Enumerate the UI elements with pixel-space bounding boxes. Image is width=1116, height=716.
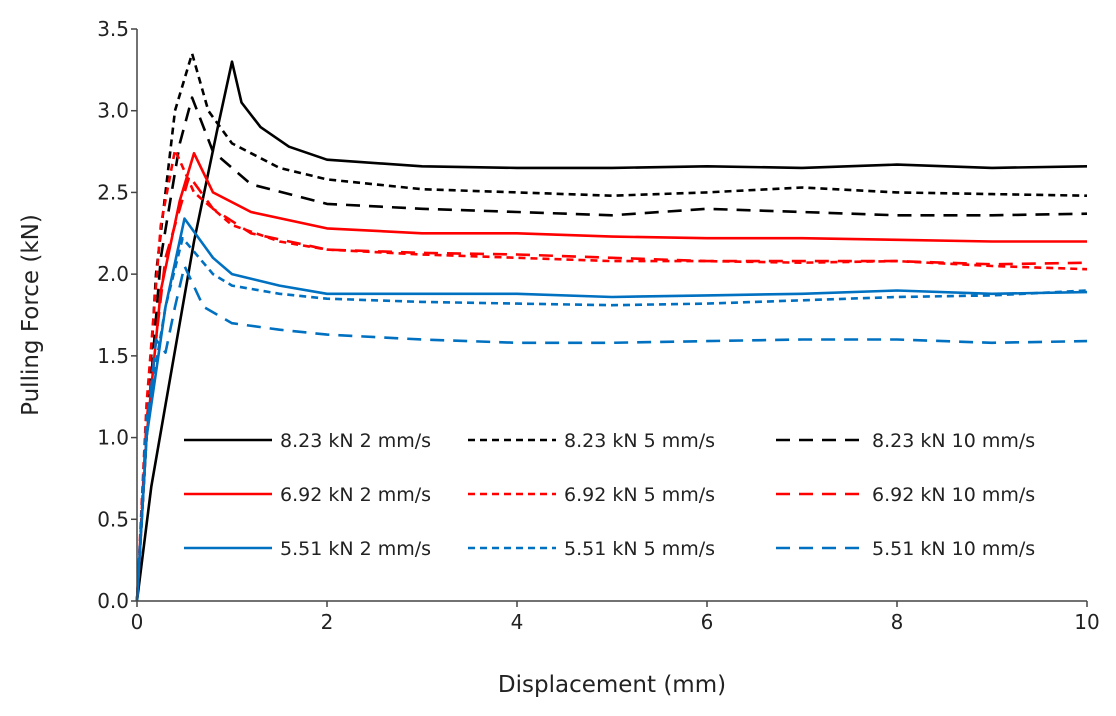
y-axis-label: Pulling Force (kN): [18, 214, 44, 416]
x-axis-label: Displacement (mm): [498, 672, 726, 698]
legend-label: 8.23 kN 5 mm/s: [564, 430, 715, 452]
y-tick-label: 0.5: [97, 507, 129, 531]
y-tick-label: 2.0: [97, 262, 129, 286]
legend-label: 6.92 kN 5 mm/s: [564, 484, 715, 506]
legend-label: 6.92 kN 10 mm/s: [872, 484, 1035, 506]
x-tick-label: 6: [701, 610, 714, 634]
series-line: [135, 151, 1087, 602]
x-tick-label: 4: [511, 610, 524, 634]
y-tick-label: 2.5: [97, 180, 129, 204]
series-line: [135, 236, 1088, 602]
x-tick-label: 0: [131, 610, 144, 634]
x-tick-label: 10: [1074, 610, 1099, 634]
series-line: [135, 60, 1088, 602]
legend-label: 8.23 kN 10 mm/s: [872, 430, 1035, 452]
series-line: [135, 217, 1088, 602]
legend-label: 5.51 kN 5 mm/s: [564, 538, 715, 560]
series-line: [135, 52, 1088, 602]
x-tick-label: 8: [891, 610, 904, 634]
series-line: [135, 96, 1088, 602]
plot-lines: [135, 52, 1088, 602]
legend: 8.23 kN 2 mm/s 8.23 kN 5 mm/s 8.23 kN 10 m…: [184, 430, 1035, 560]
legend-label: 8.23 kN 2 mm/s: [280, 430, 431, 452]
legend-label: 5.51 kN 2 mm/s: [280, 538, 431, 560]
axes: 0.0 0.5 1.0 1.5 2.0 2.5 3.0 3.5 0 2 4 6 8 10: [97, 17, 1100, 634]
series-line: [135, 264, 1088, 602]
y-tick-label: 0.0: [97, 589, 129, 613]
y-tick-label: 3.0: [97, 99, 129, 123]
legend-label: 6.92 kN 2 mm/s: [280, 484, 431, 506]
y-tick-label: 3.5: [97, 17, 129, 41]
legend-label: 5.51 kN 10 mm/s: [872, 538, 1035, 560]
y-tick-label: 1.0: [97, 426, 129, 450]
series-line: [135, 174, 1088, 602]
series-line: [135, 148, 1088, 602]
x-tick-label: 2: [321, 610, 334, 634]
y-tick-label: 1.5: [97, 344, 129, 368]
